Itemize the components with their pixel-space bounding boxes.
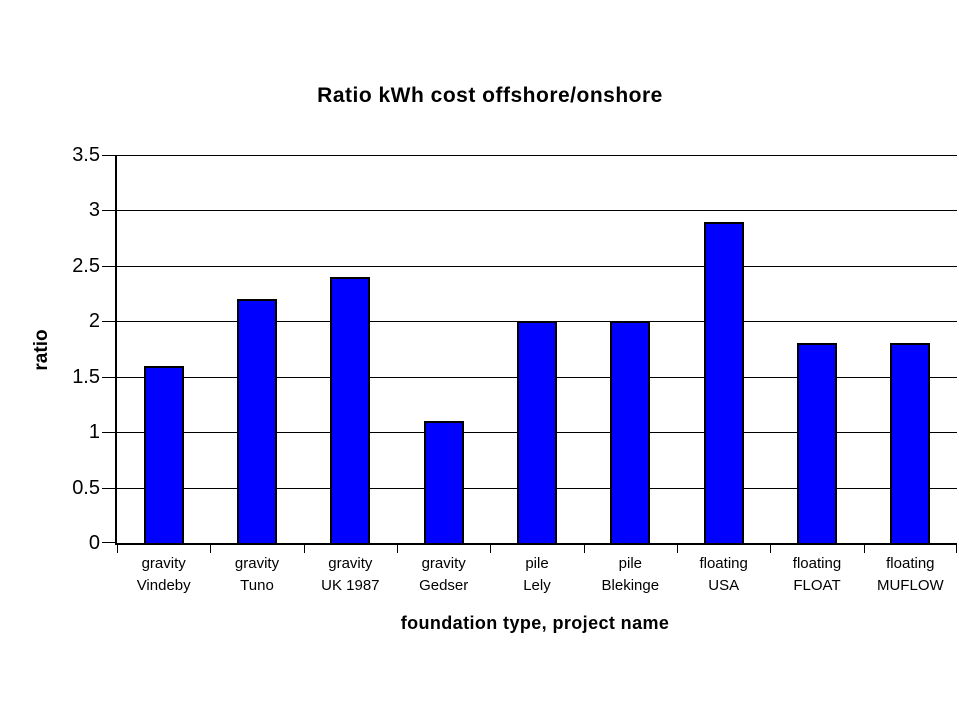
y-tick-label: 2.5 <box>72 255 100 277</box>
x-tick <box>490 545 491 553</box>
x-category-label: pile Blekinge <box>601 555 660 594</box>
y-tick <box>102 432 117 433</box>
y-tick-label: 2 <box>88 310 100 332</box>
x-category-label: floating USA <box>699 555 748 594</box>
y-tick-label: 1 <box>88 421 100 443</box>
x-tick <box>117 545 118 553</box>
bar <box>330 277 370 543</box>
y-tick-label: 1.5 <box>72 366 100 388</box>
y-tick <box>102 155 117 156</box>
x-tick <box>864 545 865 553</box>
y-tick-label: 0.5 <box>72 477 100 499</box>
bar <box>517 321 557 543</box>
x-category-label: floating MUFLOW <box>876 555 944 594</box>
y-tick-label: 3 <box>88 199 100 221</box>
y-tick <box>102 210 117 211</box>
bar <box>704 222 744 543</box>
gridline <box>117 155 957 156</box>
y-tick <box>102 266 117 267</box>
gridline <box>117 266 957 267</box>
x-category-label: floating FLOAT <box>792 555 842 594</box>
x-tick <box>584 545 585 553</box>
y-axis-title: ratio <box>31 329 52 371</box>
x-category-label: gravity Gedser <box>419 555 469 594</box>
gridline <box>117 210 957 211</box>
bar <box>890 343 930 543</box>
chart-title: Ratio kWh cost offshore/onshore <box>317 84 663 107</box>
x-category-label: gravity UK 1987 <box>321 555 380 594</box>
bar <box>237 299 277 543</box>
y-tick <box>102 488 117 489</box>
x-category-labels: gravity Vindeby gravity Tuno gravity UK 19… <box>117 553 957 597</box>
x-axis-title: foundation type, project name <box>400 613 670 633</box>
plot-area: 0 0.5 1 1.5 2 2.5 3 3.5 <box>72 144 957 554</box>
x-category-label: gravity Tuno <box>234 555 280 594</box>
bar <box>144 366 184 543</box>
y-tick-label: 0 <box>88 532 100 554</box>
x-tick <box>956 545 957 553</box>
bar <box>797 343 837 543</box>
y-tick <box>102 542 117 543</box>
bar <box>610 321 650 543</box>
x-tick <box>210 545 211 553</box>
y-tick-label: 3.5 <box>72 144 100 166</box>
bar <box>424 421 464 543</box>
x-tick <box>677 545 678 553</box>
x-category-label: pile Lely <box>523 555 551 594</box>
x-category-label: gravity Vindeby <box>136 555 191 594</box>
y-tick <box>102 377 117 378</box>
x-tick <box>397 545 398 553</box>
x-tick <box>304 545 305 553</box>
y-tick <box>102 321 117 322</box>
x-tick <box>770 545 771 553</box>
